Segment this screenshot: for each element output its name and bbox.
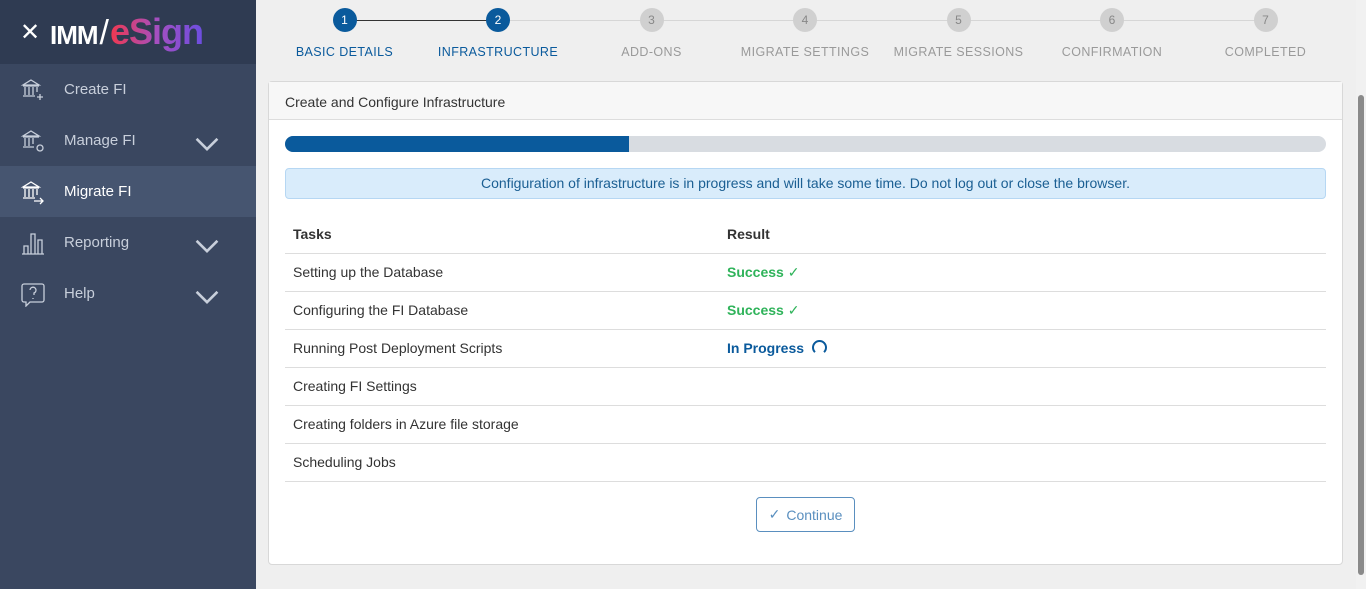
bank-plus-icon (20, 78, 43, 100)
task-name: Running Post Deployment Scripts (285, 329, 719, 368)
help-bubble-icon (21, 282, 45, 307)
sidebar-item-migrate-fi[interactable]: Migrate FI (0, 166, 256, 217)
table-row: Creating folders in Azure file storage (285, 405, 1326, 444)
task-result (719, 443, 1326, 482)
chevron-down-icon[interactable] (194, 233, 220, 259)
task-result: Success ✓ (719, 291, 1326, 330)
spinner-icon (812, 340, 828, 355)
sidebar-item-label: Help (64, 285, 95, 302)
step-number: 3 (639, 8, 664, 32)
check-icon: ✓ (783, 263, 800, 280)
step-2: 2 INFRASTRUCTURE (422, 8, 575, 61)
task-result (719, 405, 1326, 444)
step-5: 5 MIGRATE SESSIONS (882, 8, 1035, 61)
chevron-down-icon[interactable] (194, 284, 220, 310)
table-row: Setting up the Database Success ✓ (285, 253, 1326, 292)
table-row: Creating FI Settings (285, 367, 1326, 406)
check-icon: ✓ (783, 301, 800, 318)
step-number: 4 (793, 8, 817, 32)
progress-bar (285, 136, 1326, 152)
status-in-progress: In Progress (727, 340, 805, 356)
task-result: In Progress (719, 329, 1326, 368)
sidebar-item-reporting[interactable]: Reporting (0, 217, 256, 268)
task-result: Success ✓ (719, 253, 1326, 292)
bank-arrow-icon (20, 180, 44, 204)
step-connector (1111, 20, 1265, 21)
status-success: Success (727, 263, 784, 280)
step-number: 5 (946, 8, 971, 32)
step-7: 7 COMPLETED (1189, 8, 1342, 61)
step-number: 6 (1100, 8, 1124, 32)
sidebar-item-create-fi[interactable]: Create FI (0, 64, 256, 115)
chevron-down-icon[interactable] (194, 131, 220, 157)
sidebar-item-label: Create FI (64, 81, 127, 98)
step-number: 7 (1253, 8, 1278, 32)
step-4: 4 MIGRATE SETTINGS (729, 8, 882, 61)
step-1: 1 BASIC DETAILS (268, 8, 421, 61)
logo: IMM / eSign (50, 11, 204, 52)
table-row: Scheduling Jobs (285, 443, 1326, 482)
sidebar-item-label: Reporting (64, 234, 130, 251)
status-success: Success (727, 301, 784, 318)
step-6: 6 CONFIRMATION (1036, 8, 1189, 61)
step-label: COMPLETED (1224, 45, 1307, 59)
sidebar-item-label: Manage FI (64, 132, 136, 149)
sidebar-item-label: Migrate FI (64, 183, 132, 200)
scrollbar[interactable] (1356, 0, 1366, 589)
tasks-header: Tasks (285, 215, 719, 254)
progress-fill (285, 136, 629, 152)
tasks-table: Tasks Result Setting up the Database Succe… (285, 215, 1326, 482)
task-name: Setting up the Database (285, 253, 719, 292)
stepper: 1 BASIC DETAILS 2 INFRASTRUCTURE 3 ADD-ONS 4 MI… (256, 8, 1356, 68)
main-content: 1 BASIC DETAILS 2 INFRASTRUCTURE 3 ADD-ONS 4 MI… (256, 0, 1356, 589)
task-result (719, 367, 1326, 406)
step-label: MIGRATE SETTINGS (740, 45, 870, 59)
step-connector (958, 20, 1111, 21)
task-name: Configuring the FI Database (285, 291, 719, 330)
task-name: Creating folders in Azure file storage (285, 405, 719, 444)
continue-button[interactable]: ✓ Continue (756, 497, 855, 532)
bank-gear-icon (20, 129, 44, 152)
sidebar-item-manage-fi[interactable]: Manage FI (0, 115, 256, 166)
infrastructure-card: Create and Configure Infrastructure Conf… (268, 81, 1343, 565)
task-name: Scheduling Jobs (285, 443, 719, 482)
step-connector (804, 20, 958, 21)
table-row: Configuring the FI Database Success ✓ (285, 291, 1326, 330)
step-3: 3 ADD-ONS (575, 8, 728, 61)
card-title: Create and Configure Infrastructure (269, 82, 1342, 120)
step-number: 1 (332, 8, 357, 32)
step-number: 2 (486, 8, 510, 32)
step-label: MIGRATE SESSIONS (893, 45, 1024, 59)
close-icon[interactable]: ✕ (20, 18, 41, 46)
result-header: Result (719, 215, 1326, 254)
info-alert: Configuration of infrastructure is in pr… (285, 168, 1326, 199)
check-icon: ✓ (768, 506, 781, 522)
sidebar-item-help[interactable]: Help (0, 268, 256, 319)
step-connector (651, 20, 804, 21)
step-label: INFRASTRUCTURE (437, 45, 559, 59)
bar-chart-icon (22, 232, 44, 255)
step-label: BASIC DETAILS (295, 45, 394, 59)
step-label: ADD-ONS (621, 45, 682, 59)
step-connector (344, 20, 497, 21)
task-name: Creating FI Settings (285, 367, 719, 406)
sidebar: ✕ IMM / eSign Create FI Manage FI Migrate FI… (0, 0, 256, 589)
step-connector (497, 20, 651, 21)
scrollbar-thumb[interactable] (1358, 95, 1364, 575)
step-label: CONFIRMATION (1061, 45, 1163, 59)
table-row: Running Post Deployment Scripts In Progre… (285, 329, 1326, 368)
brand-bar: ✕ IMM / eSign (0, 0, 256, 64)
